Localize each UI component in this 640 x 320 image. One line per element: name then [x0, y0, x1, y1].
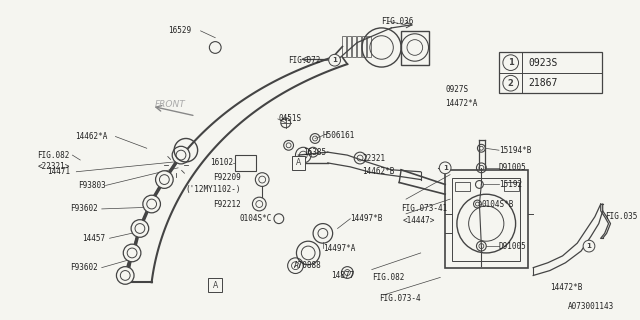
Circle shape — [127, 248, 137, 258]
Bar — [504, 181, 518, 191]
Bar — [352, 36, 356, 57]
Text: FIG.073-41: FIG.073-41 — [401, 204, 447, 213]
Text: FIG.082: FIG.082 — [37, 151, 70, 160]
Text: 16385: 16385 — [303, 148, 326, 157]
Text: F93602: F93602 — [70, 263, 98, 272]
Circle shape — [120, 270, 130, 280]
Circle shape — [209, 42, 221, 53]
Text: FRONT: FRONT — [155, 100, 186, 109]
Text: <22321>: <22321> — [37, 162, 70, 171]
Circle shape — [176, 150, 186, 160]
Text: 0104S*C: 0104S*C — [239, 214, 272, 223]
Circle shape — [156, 171, 173, 188]
Text: D91005: D91005 — [499, 163, 527, 172]
Text: A: A — [296, 158, 301, 167]
Text: 14497*A: 14497*A — [323, 244, 355, 252]
Circle shape — [503, 76, 518, 91]
Bar — [499, 52, 602, 93]
Text: 21867: 21867 — [529, 78, 557, 88]
Text: 1: 1 — [443, 165, 447, 171]
Bar — [348, 36, 351, 57]
Circle shape — [116, 267, 134, 284]
Circle shape — [135, 224, 145, 233]
Text: 0923S: 0923S — [529, 58, 557, 68]
Bar — [357, 36, 361, 57]
Bar — [342, 36, 346, 57]
Text: 14497*B: 14497*B — [350, 214, 383, 223]
Circle shape — [503, 55, 518, 70]
Bar — [292, 156, 305, 170]
Text: F93602: F93602 — [70, 204, 98, 213]
Text: 15194*B: 15194*B — [499, 146, 531, 155]
Bar — [401, 31, 429, 65]
Text: F92212: F92212 — [213, 200, 241, 209]
Circle shape — [124, 244, 141, 262]
Circle shape — [159, 175, 169, 184]
Text: 1: 1 — [332, 57, 337, 63]
Text: D91005: D91005 — [499, 242, 527, 251]
Text: FIG.072: FIG.072 — [289, 56, 321, 65]
Text: FIG.082: FIG.082 — [372, 273, 404, 282]
Text: 0104S*B: 0104S*B — [481, 200, 514, 209]
Text: H506161: H506161 — [323, 131, 355, 140]
Bar — [452, 178, 520, 261]
Bar — [455, 181, 470, 191]
Bar — [235, 155, 257, 171]
Circle shape — [439, 162, 451, 174]
Bar — [445, 170, 529, 268]
Text: <14447>: <14447> — [403, 216, 435, 225]
Circle shape — [143, 195, 161, 213]
Text: 14472*B: 14472*B — [550, 283, 582, 292]
Text: 14462*A: 14462*A — [76, 132, 108, 141]
Text: A70888: A70888 — [294, 261, 321, 270]
Text: F93803: F93803 — [78, 181, 106, 190]
Text: 15192: 15192 — [499, 180, 522, 189]
Text: 2: 2 — [508, 79, 514, 88]
Text: A: A — [212, 281, 218, 290]
Text: 14471: 14471 — [47, 167, 70, 176]
Text: 14457: 14457 — [83, 234, 106, 243]
Bar — [367, 36, 371, 57]
Text: A073001143: A073001143 — [568, 302, 614, 311]
Text: 1: 1 — [586, 243, 591, 249]
Circle shape — [172, 146, 190, 164]
Bar — [209, 278, 222, 292]
Text: F92209: F92209 — [213, 173, 241, 182]
Text: 0927S: 0927S — [445, 85, 468, 94]
Text: 14462*B: 14462*B — [362, 167, 394, 176]
Bar — [362, 36, 366, 57]
Text: 0451S: 0451S — [279, 115, 302, 124]
Text: FIG.073-4: FIG.073-4 — [380, 294, 421, 303]
Text: 16529: 16529 — [168, 26, 191, 35]
Circle shape — [131, 220, 148, 237]
Text: FIG.036: FIG.036 — [381, 17, 414, 26]
Text: 22321: 22321 — [362, 154, 385, 163]
Circle shape — [147, 199, 157, 209]
Text: 16102: 16102 — [210, 158, 233, 167]
Circle shape — [329, 54, 340, 66]
Circle shape — [583, 240, 595, 252]
Text: 1: 1 — [508, 58, 514, 67]
Text: 14472*A: 14472*A — [445, 99, 477, 108]
Text: ('12MY1102-): ('12MY1102-) — [185, 185, 241, 194]
Text: FIG.035: FIG.035 — [605, 212, 637, 221]
Text: 14877: 14877 — [331, 271, 354, 280]
